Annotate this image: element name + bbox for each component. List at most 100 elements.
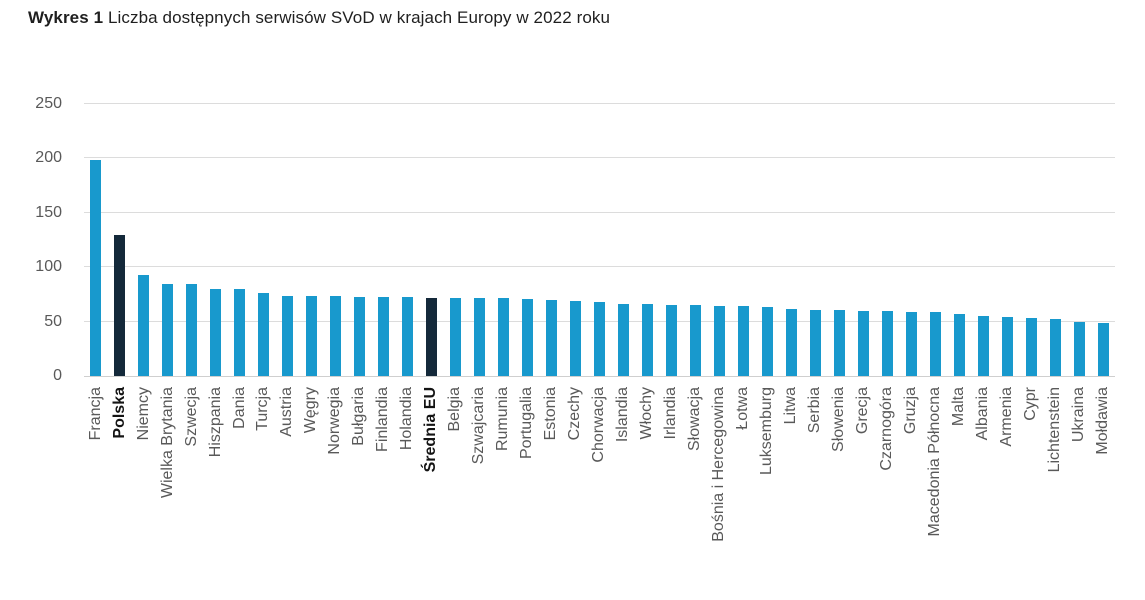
bar [330,295,342,376]
bar [546,299,558,376]
x-axis-label: Węgry [302,387,320,434]
bar [714,306,726,376]
y-axis-tick-label: 200 [35,149,62,167]
y-axis-tick-label: 250 [35,95,62,112]
bar-column [204,104,228,376]
x-axis-label-column: Cypr [1019,387,1043,421]
chart-title: Wykres 1 Liczba dostępnych serwisów SVoD… [28,8,610,28]
x-axis-label-column: Portugalia [516,387,540,459]
x-axis-label: Holandia [398,387,416,451]
y-axis-tick-label: 100 [35,258,62,276]
bar [834,309,845,376]
bar-column [804,104,828,376]
bar-column [444,104,468,376]
x-axis-label-column: Belgia [444,387,468,431]
x-axis-label: Słowenia [830,387,848,452]
bar-column [324,104,348,376]
bar-column [1067,104,1091,376]
x-axis-label-column: Rumunia [492,387,516,451]
bar-column [492,104,516,376]
x-axis-label: Wielka Brytania [158,387,176,499]
bar-column [228,104,252,376]
chart-title-subtitle: Liczba dostępnych serwisów SVoD w krajac… [103,8,611,27]
x-axis-label-column: Chorwacja [588,387,612,463]
x-axis-label-column: Czarnogóra [875,387,899,471]
bar [402,296,414,376]
bar [762,307,774,376]
bar [258,293,270,376]
bar-column [780,104,804,376]
bar [905,311,917,376]
x-axis-label: Lichtenstein [1045,387,1063,473]
bar-column [252,104,276,376]
bar [953,313,965,376]
bar [666,305,678,376]
x-axis-label: Litwa [782,387,800,425]
chart-title-prefix: Wykres 1 [28,8,104,27]
bar-column [420,104,444,376]
x-axis-label: Bośnia i Hercegowina [710,387,728,542]
x-axis-label: Gruzja [902,387,920,435]
x-axis-label: Portugalia [518,387,536,460]
x-axis-label-column: Islandia [612,387,636,442]
gridline [84,211,1115,213]
bar-column [995,104,1019,376]
bar [977,316,989,376]
bar [690,305,702,376]
x-axis-label-column: Szwajcaria [468,387,492,464]
x-axis-label: Francja [86,387,104,441]
bar [186,283,198,376]
x-axis-label-column: Niemcy [132,387,156,440]
x-axis-label: Hiszpania [206,387,224,458]
x-axis-label-column: Mołdawia [1091,387,1115,455]
x-axis-label: Norwegia [326,387,344,455]
x-axis-label-column: Gruzja [899,387,923,434]
bar-column [588,104,612,376]
x-axis-label-column: Serbia [804,387,828,433]
bar-column [852,104,876,376]
bar [881,310,893,376]
x-axis-label-column: Holandia [396,387,420,450]
bar-column [516,104,540,376]
x-axis-label: Czarnogóra [878,387,896,471]
bar [1049,319,1061,376]
x-axis-label: Chorwacja [590,387,608,463]
bar-column [1043,104,1067,376]
x-axis-label: Albania [974,387,992,441]
bar [738,306,750,376]
x-axis-label-column: Bośnia i Hercegowina [708,387,732,542]
bar-column [756,104,780,376]
y-axis-tick-label: 0 [53,367,62,384]
x-axis-label-column: Malta [947,387,971,426]
bar [857,310,869,376]
x-axis-label-column: Grecja [852,387,876,434]
plot-area [84,103,1115,377]
x-axis-label-column: Szwecja [180,387,204,447]
x-axis-label-column: Polska [108,387,132,439]
x-axis-label: Szwecja [182,387,200,447]
bar-column [468,104,492,376]
bar [234,288,246,376]
x-axis-label-column: Hiszpania [204,387,228,457]
bar-column [875,104,899,376]
gridline [84,103,1115,104]
x-axis-label-column: Turcja [252,387,276,431]
bar [522,298,534,376]
bar [450,297,462,376]
bar [498,297,510,376]
x-axis-label: Armenia [998,387,1015,447]
bar-column [732,104,756,376]
bar [354,296,366,376]
bar [474,297,486,376]
bar-column [684,104,708,376]
bar-column [947,104,971,376]
bar-series [84,104,1115,376]
x-axis-label-column: Wielka Brytania [156,387,180,498]
x-axis-label: Estonia [542,387,560,441]
x-axis-label-column: Litwa [780,387,804,424]
x-axis-label: Słowacja [686,387,704,452]
bar [618,304,630,376]
x-axis-label: Polska [110,387,128,439]
bar [378,296,390,376]
x-axis-label-column: Dania [228,387,252,429]
